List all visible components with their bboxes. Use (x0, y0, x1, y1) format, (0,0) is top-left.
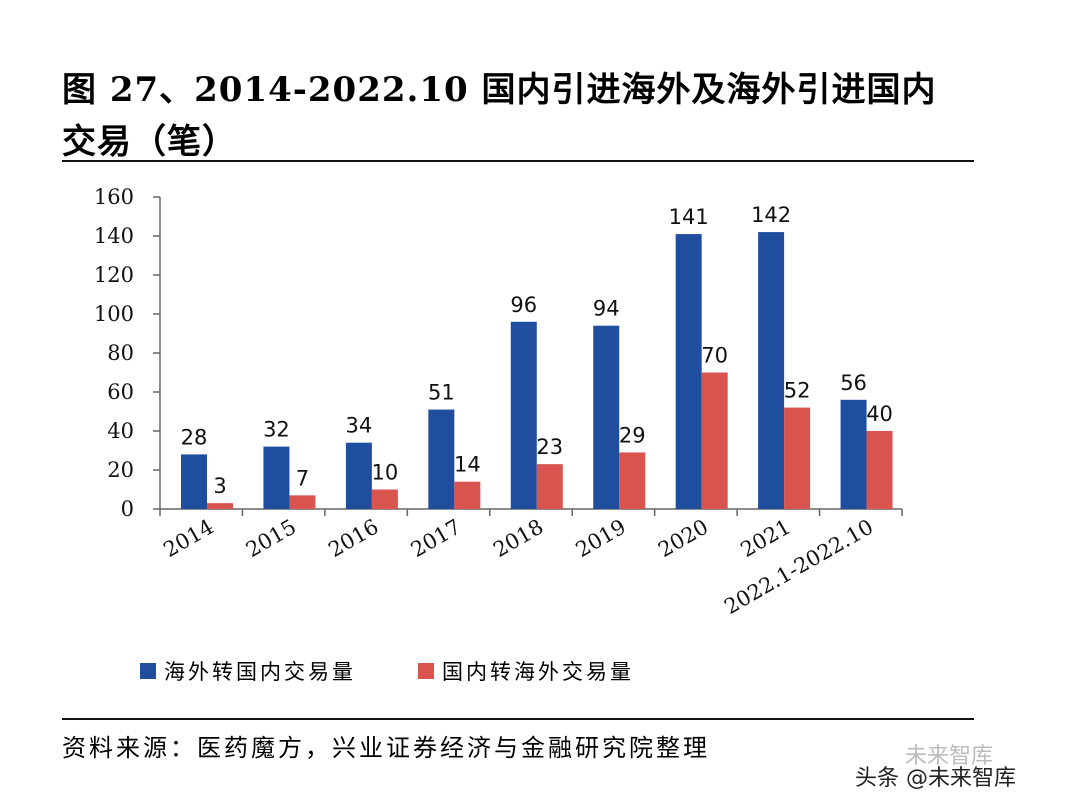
chart-data-labels: 28 3 327 34 10 51 14 96 23 94 29 141 70 142 52 56 40 (181, 203, 893, 498)
y-tick-label: 40 (107, 419, 134, 443)
source-note: 资料来源：医药魔方，兴业证券经济与金融研究院整理 (62, 734, 710, 762)
y-tick-label: 60 (107, 380, 134, 404)
data-label-series-2: 70 (701, 344, 728, 368)
data-label-series-1: 142 (751, 203, 791, 227)
data-label-series-1: 32 (263, 418, 290, 442)
legend-item-series-1: 海外转国内交易量 (140, 656, 356, 686)
data-label-series-2: 7 (296, 466, 309, 490)
source-divider (62, 718, 974, 720)
data-label-series-2: 10 (372, 461, 399, 485)
x-tick-label: 2016 (324, 515, 382, 563)
y-tick-label: 20 (107, 458, 134, 482)
x-tick-label: 2020 (654, 515, 712, 563)
data-label-series-1: 141 (669, 205, 709, 229)
bar-series-1 (263, 446, 290, 509)
bar-series-1 (675, 234, 702, 510)
bar-series-1 (758, 232, 785, 509)
data-label-series-2: 14 (454, 453, 481, 477)
y-tick-label: 100 (94, 302, 134, 326)
credit-label: 头条 @未来智库 (855, 766, 1016, 791)
x-tick-label: 2015 (242, 515, 300, 563)
bar-series-1 (428, 409, 455, 509)
bar-series-2 (371, 489, 398, 509)
bar-series-1 (510, 321, 537, 509)
chart-bars (181, 232, 893, 510)
data-label-series-1: 28 (181, 425, 208, 449)
bar-series-2 (454, 481, 481, 509)
y-tick-label: 140 (94, 224, 134, 248)
data-label-series-2: 40 (866, 402, 893, 426)
title-divider (62, 160, 974, 162)
x-tick-label: 2014 (159, 515, 217, 563)
data-label-series-2: 29 (619, 423, 646, 447)
x-tick-label: 2019 (572, 515, 630, 563)
data-label-series-2: 3 (213, 474, 226, 498)
data-label-series-1: 51 (428, 381, 455, 405)
data-label-series-2: 52 (784, 379, 811, 403)
bar-series-2 (701, 372, 728, 509)
legend-item-series-2: 国内转海外交易量 (418, 656, 634, 686)
y-tick-label: 0 (121, 497, 134, 521)
bar-series-2 (207, 503, 233, 509)
bar-series-2 (866, 431, 893, 509)
legend-swatch-series-2 (418, 663, 434, 679)
legend-label-series-2: 国内转海外交易量 (442, 660, 634, 684)
data-label-series-1: 34 (346, 414, 373, 438)
bar-series-2 (289, 495, 316, 509)
bar-series-2 (536, 464, 563, 509)
chart-legend: 海外转国内交易量 国内转海外交易量 (140, 656, 634, 686)
y-tick-label: 80 (107, 341, 134, 365)
y-tick-label: 120 (94, 263, 134, 287)
bar-series-2 (784, 407, 811, 509)
bar-series-2 (619, 452, 646, 509)
bar-series-1 (840, 399, 867, 509)
x-tick-label: 2022.1-2022.10 (720, 515, 877, 619)
bar-series-1 (345, 442, 372, 509)
x-tick-label: 2018 (489, 515, 547, 563)
data-label-series-2: 23 (536, 435, 563, 459)
data-label-series-1: 94 (593, 297, 620, 321)
x-tick-label: 2017 (407, 515, 465, 563)
y-tick-label: 160 (94, 185, 134, 209)
data-label-series-1: 56 (840, 371, 867, 395)
x-tick-label: 2021 (737, 515, 795, 563)
bar-series-1 (181, 454, 207, 509)
watermark: 未来智库 (905, 744, 994, 769)
chart-title: 图 27、2014-2022.10 国内引进海外及海外引进国内交易（笔） (62, 70, 937, 162)
legend-label-series-1: 海外转国内交易量 (164, 660, 356, 684)
data-label-series-1: 96 (510, 293, 537, 317)
legend-swatch-series-1 (140, 663, 156, 679)
bar-series-1 (593, 325, 620, 509)
